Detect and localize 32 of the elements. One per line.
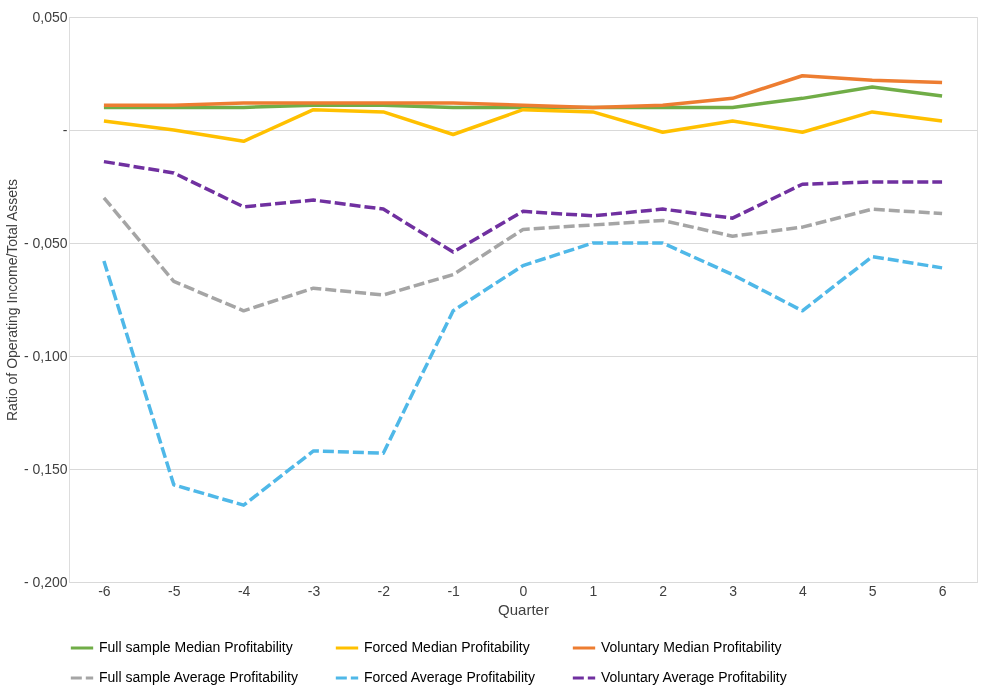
y-tick-label: - 0,150 [23,460,68,477]
line-series [102,107,944,144]
legend-label: Voluntary Median Profitability [601,639,782,655]
x-tick-label: -6 [98,582,111,599]
legend-label: Forced Average Profitability [364,669,535,685]
x-tick-label: 3 [729,582,738,599]
legend-label: Voluntary Average Profitability [601,669,787,685]
x-tick-label: -4 [237,582,251,599]
x-tick-label: 2 [659,582,668,599]
line-series [102,241,944,507]
legend-label: Full sample Median Profitability [99,639,293,655]
x-tick-label: -2 [377,582,391,599]
y-tick-label: 0,050 [32,8,68,25]
x-axis-title: Quarter [498,600,549,618]
x-tick-label: -3 [307,582,321,599]
line-series [102,74,944,110]
legend-label: Forced Median Profitability [364,639,530,655]
x-tick-label: 4 [798,582,807,599]
legend-label: Full sample Average Profitability [99,669,298,685]
y-tick-label: - 0,050 [23,234,68,251]
x-tick-label: 0 [519,582,528,599]
y-tick-label: - [62,121,68,138]
y-tick-label: - 0,200 [23,573,68,590]
x-tick-label: 6 [938,582,947,599]
y-axis-title: Ratio of Operating Income/Total Assets [3,178,20,422]
x-tick-label: 1 [589,582,598,599]
y-tick-label: - 0,100 [23,347,68,364]
line-series [102,159,944,254]
x-tick-label: -1 [447,582,461,599]
x-tick-label: -5 [168,582,181,599]
x-tick-label: 5 [868,582,877,599]
line-series [102,196,944,313]
